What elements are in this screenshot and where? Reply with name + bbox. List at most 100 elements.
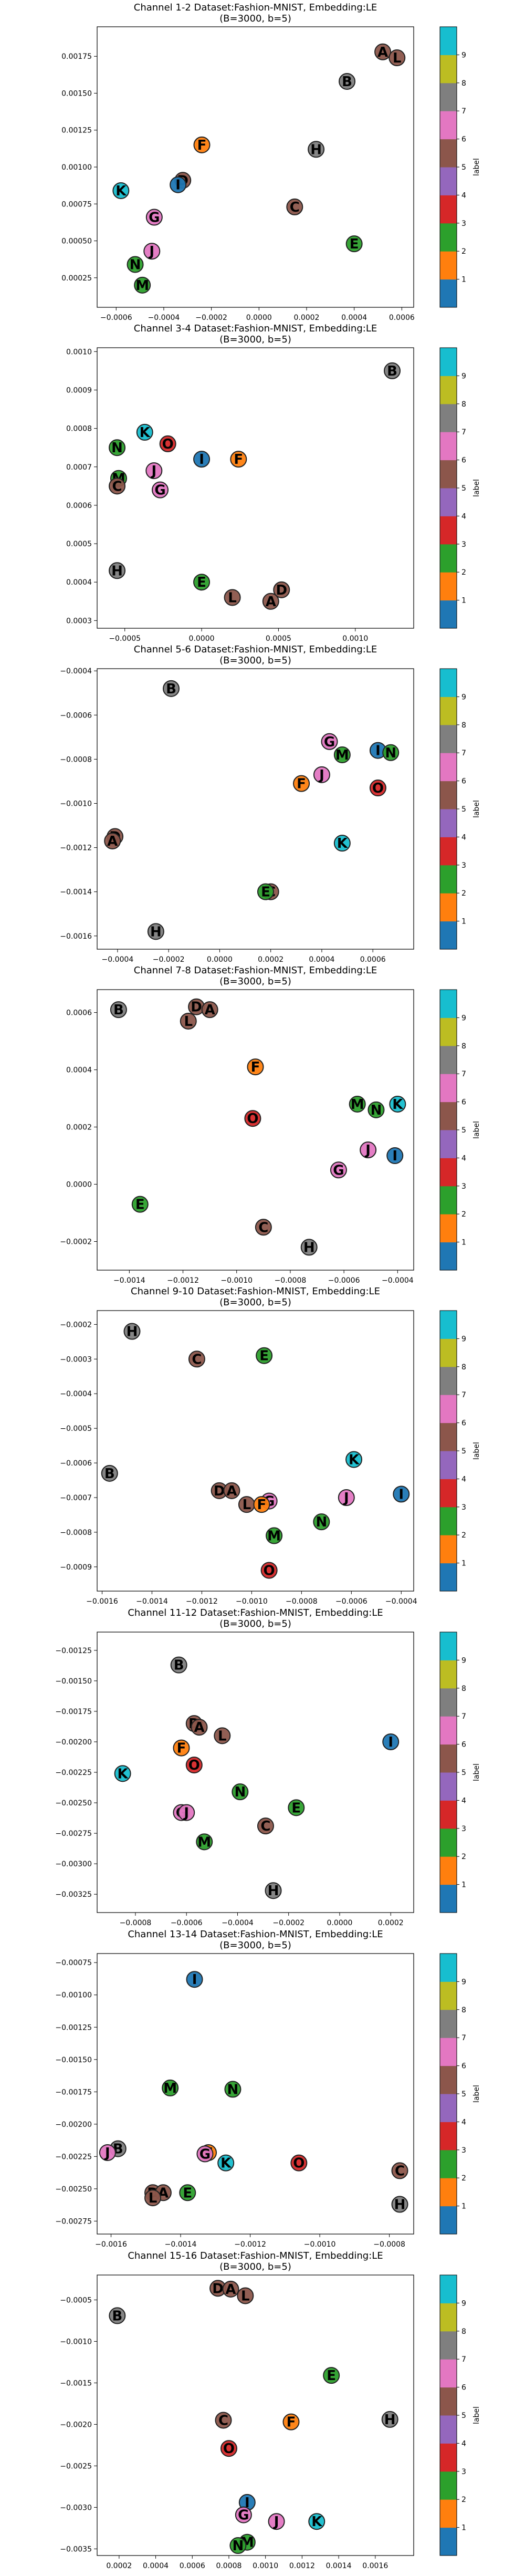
colorbar-segment — [440, 1954, 457, 1982]
data-point-L — [224, 589, 241, 606]
y-tick-label: 0.00050 — [61, 237, 92, 246]
colorbar-segment — [440, 2303, 457, 2332]
chart-subtitle: (B=3000, b=5) — [219, 1297, 291, 1308]
colorbar-segment — [440, 1563, 457, 1592]
colorbar-tick-label: 8 — [461, 721, 466, 730]
chart-subtitle: (B=3000, b=5) — [219, 976, 291, 987]
point-label: G — [149, 210, 160, 226]
point-label: N — [227, 2082, 239, 2097]
colorbar-tick-label: 7 — [461, 749, 466, 757]
colorbar-tick-label: 2 — [461, 247, 466, 256]
y-tick-label: −0.00150 — [55, 1677, 92, 1686]
colorbar-tick-label: 1 — [461, 2524, 466, 2532]
point-label: N — [316, 1514, 327, 1530]
x-tick-label: −0.0010 — [220, 1276, 253, 1285]
y-tick-label: 0.0008 — [66, 425, 92, 433]
y-tick-label: −0.0003 — [60, 1355, 92, 1364]
point-label: N — [130, 257, 141, 273]
colorbar-tick-label: 1 — [461, 918, 466, 926]
data-point-L — [144, 2189, 162, 2207]
colorbar-segment — [440, 516, 457, 545]
colorbar-segment — [440, 2331, 457, 2360]
y-tick-label: −0.00250 — [55, 2185, 92, 2194]
point-label: E — [259, 1348, 269, 1364]
y-tick-label: −0.00200 — [55, 1738, 92, 1747]
point-label: E — [291, 1800, 301, 1816]
point-label: J — [104, 2145, 110, 2161]
data-point-G — [321, 733, 338, 750]
data-point-O — [185, 1757, 203, 1774]
point-label: C — [260, 1819, 270, 1834]
x-tick-label: 0.0005 — [266, 635, 291, 643]
data-point-E — [288, 1799, 305, 1816]
x-tick-label: −0.0006 — [171, 1919, 203, 1927]
colorbar-tick-label: 9 — [461, 372, 466, 380]
point-label: O — [372, 781, 384, 796]
data-point-O — [244, 1110, 261, 1127]
colorbar-tick-label: 7 — [461, 1070, 466, 1078]
y-tick-label: 0.0009 — [66, 386, 92, 394]
y-tick-label: −0.0002 — [60, 1238, 92, 1247]
x-tick-label: −0.0004 — [385, 1597, 417, 1606]
point-label: D — [191, 1000, 202, 1015]
chart-title: Channel 13-14 Dataset:Fashion-MNIST, Emb… — [128, 1929, 383, 1940]
point-label: L — [393, 50, 402, 66]
x-tick-label: −0.0014 — [165, 2240, 197, 2249]
colorbar-tick-label: 6 — [461, 2062, 466, 2071]
x-tick-label: −0.0006 — [335, 1597, 368, 1606]
point-label: O — [247, 1111, 258, 1127]
point-label: K — [220, 2156, 232, 2172]
data-point-H — [391, 2196, 408, 2213]
colorbar-tick-label: 1 — [461, 1881, 466, 1889]
data-point-A — [262, 593, 279, 610]
colorbar-tick-label: 3 — [461, 541, 466, 549]
data-point-F — [230, 451, 247, 468]
x-tick-label: −0.0014 — [113, 1276, 145, 1285]
colorbar-tick-label: 5 — [461, 1447, 466, 1456]
colorbar-tick-label: 4 — [461, 1475, 466, 1483]
colorbar-segment — [440, 2387, 457, 2416]
point-label: J — [183, 1805, 189, 1821]
colorbar: 1 2 3 4 5 6 7 8 9 label — [439, 989, 481, 1271]
colorbar: 1 2 3 4 5 6 7 8 9 label — [439, 1953, 481, 2235]
colorbar-segment — [440, 2038, 457, 2066]
x-tick-label: −0.0002 — [272, 1919, 304, 1927]
point-label: H — [111, 563, 123, 579]
y-tick-label: 0.0004 — [66, 1066, 92, 1075]
data-point-C — [255, 1219, 272, 1236]
colorbar-segment — [440, 2149, 457, 2178]
colorbar-tick-label: 4 — [461, 1154, 466, 1162]
data-point-I — [393, 1486, 410, 1503]
colorbar-tick-label: 9 — [461, 693, 466, 701]
data-point-N — [224, 2081, 242, 2098]
colorbar-segment — [440, 669, 457, 697]
y-tick-label: −0.0035 — [60, 2545, 92, 2553]
y-tick-label: −0.00275 — [55, 2217, 92, 2226]
y-tick-label: −0.0008 — [60, 1529, 92, 1537]
colorbar-tick-label: 7 — [461, 1712, 466, 1721]
colorbar-tick-label: 9 — [461, 1335, 466, 1343]
x-tick-label: 0.0002 — [293, 314, 319, 322]
point-label: A — [107, 834, 118, 849]
y-tick-label: 0.00175 — [61, 53, 92, 61]
data-point-E — [257, 883, 274, 900]
x-tick-label: −0.0005 — [109, 635, 141, 643]
chart-title: Channel 15-16 Dataset:Fashion-MNIST, Emb… — [128, 2250, 383, 2261]
data-point-N — [382, 744, 400, 761]
colorbar-tick-label: 2 — [461, 1531, 466, 1540]
data-point-F — [173, 1739, 190, 1757]
chart-subtitle: (B=3000, b=5) — [219, 13, 291, 24]
point-label: I — [175, 178, 181, 193]
point-label: I — [199, 452, 204, 468]
colorbar-tick-label: 3 — [461, 1825, 466, 1833]
colorbar-segment — [440, 1395, 457, 1424]
data-point-N — [368, 1101, 385, 1118]
data-point-G — [235, 2506, 252, 2523]
data-point-L — [214, 1727, 231, 1744]
colorbar-label: label — [472, 800, 481, 818]
point-label: C — [290, 200, 300, 215]
x-tick-label: 0.0014 — [326, 2562, 352, 2570]
colorbar-segment — [440, 544, 457, 573]
colorbar-segment — [440, 279, 457, 308]
x-tick-label: −0.0012 — [167, 1276, 199, 1285]
